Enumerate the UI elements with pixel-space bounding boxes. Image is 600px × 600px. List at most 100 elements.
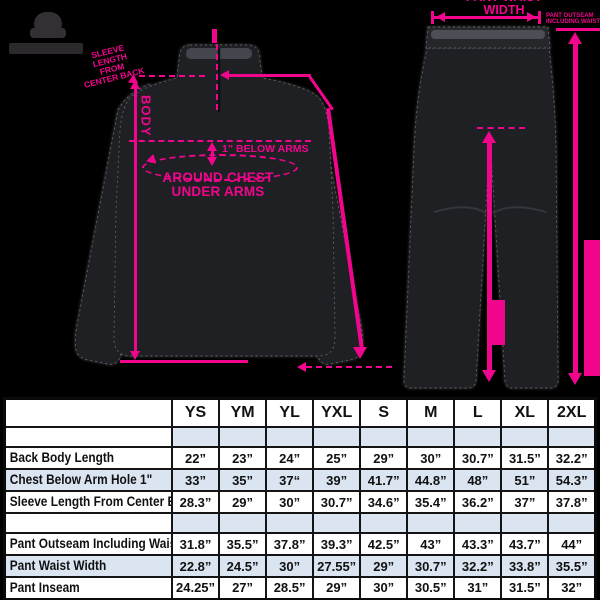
size-column-header: L — [453, 397, 503, 428]
hem-reference-line — [120, 360, 248, 363]
row-label-cell: Pant Waist Width — [3, 554, 173, 578]
size-value-cell: 27” — [218, 576, 268, 600]
size-value-cell: 31.5” — [500, 446, 550, 470]
inseam-bottom-arrowhead — [482, 370, 496, 382]
chest-dashed-line — [129, 140, 311, 142]
measurement-row: Chest Below Arm Hole 1" 33” 35” 37“ 39” 41.7”… — [3, 468, 597, 492]
measurement-row: Pant Outseam Including Waist 31.8” 35.5” 37… — [3, 532, 597, 556]
size-value-cell — [547, 512, 597, 534]
row-label-cell — [3, 426, 173, 448]
cuff-arrowhead — [297, 362, 306, 372]
size-value-cell: 29” — [218, 490, 268, 514]
size-value-cell: 39” — [312, 468, 362, 492]
size-value-cell — [170, 512, 221, 534]
around-chest-ellipse — [142, 154, 298, 181]
size-value-cell: 35.5” — [547, 554, 597, 578]
size-column-header: YL — [265, 397, 315, 428]
measurement-row: Pant Inseam 24.25” 27” 28.5” 29” 30” 30.5” 31” 3… — [3, 576, 597, 600]
size-value-cell: 43.3” — [453, 532, 503, 556]
size-table-container: YS YM YL YXL S M L XL 2XL Back Body Leng… — [3, 397, 597, 600]
size-value-cell: 37” — [500, 490, 550, 514]
inseam-line — [487, 141, 492, 371]
size-column-header: YXL — [312, 397, 362, 428]
size-column-header: YM — [218, 397, 268, 428]
brand-wordmark — [9, 43, 83, 54]
below-arms-label: 1” BELOW ARMS — [222, 143, 309, 155]
header-empty-cell — [3, 397, 173, 428]
size-value-cell: 31” — [453, 576, 503, 600]
size-value-cell: 54.3” — [547, 468, 597, 492]
sleeve-length-arrowhead — [353, 347, 367, 359]
outseam-top-label: PANT OUTSEAM INCLUDING WAIST — [546, 13, 600, 26]
center-back-arrowhead — [220, 70, 229, 80]
size-value-cell: 42.5” — [359, 532, 409, 556]
size-value-cell: 25” — [312, 446, 362, 470]
size-value-cell: 36.2” — [453, 490, 503, 514]
outseam-label-strip — [584, 240, 600, 376]
around-chest-label: AROUND CHEST UNDER ARMS — [162, 170, 274, 200]
size-column-header: M — [406, 397, 456, 428]
size-value-cell — [453, 426, 503, 448]
size-value-cell — [312, 426, 362, 448]
size-value-cell: 30.7” — [312, 490, 362, 514]
size-value-cell: 24.5” — [218, 554, 268, 578]
size-value-cell — [359, 426, 409, 448]
jacket-body — [113, 44, 336, 357]
garment-illustrations — [74, 26, 559, 389]
shoulder-dashed-line — [139, 75, 205, 77]
outseam-top-line — [556, 28, 600, 31]
size-value-cell: 30.7” — [406, 554, 456, 578]
row-label-cell: Pant Inseam — [3, 576, 173, 600]
inseam-top-arrowhead — [482, 131, 496, 143]
center-back-dashed-line — [216, 44, 218, 110]
row-label-cell: Back Body Length — [3, 446, 173, 470]
row-label-cell: Chest Below Arm Hole 1" — [3, 468, 173, 492]
size-value-cell — [265, 426, 315, 448]
size-value-cell: 31.8” — [170, 532, 221, 556]
size-value-cell — [406, 512, 456, 534]
waist-dim-left-arrowhead — [436, 12, 445, 22]
size-value-cell: 33.8” — [500, 554, 550, 578]
size-value-cell: 34.6” — [359, 490, 409, 514]
size-value-cell: 24.25” — [170, 576, 221, 600]
size-value-cell — [359, 512, 409, 534]
pants-knee-seams — [433, 206, 547, 214]
size-value-cell: 35.4” — [406, 490, 456, 514]
size-column-header: YS — [170, 397, 221, 428]
size-value-cell: 29” — [359, 554, 409, 578]
size-value-cell: 32.2” — [547, 446, 597, 470]
size-value-cell: 37.8” — [547, 490, 597, 514]
row-label-cell: Sleeve Length From Center Back — [3, 490, 173, 514]
size-value-cell: 23” — [218, 446, 268, 470]
row-label-cell — [3, 512, 173, 534]
size-value-cell — [170, 426, 221, 448]
size-value-cell — [312, 512, 362, 534]
size-value-cell: 44.8” — [406, 468, 456, 492]
size-value-cell: 48” — [453, 468, 503, 492]
size-value-cell — [406, 426, 456, 448]
inseam-label-strip — [492, 300, 505, 345]
size-value-cell: 30” — [265, 490, 315, 514]
body-length-top-arrowhead — [130, 80, 140, 89]
size-column-header: XL — [500, 397, 550, 428]
size-value-cell: 37“ — [265, 468, 315, 492]
size-value-cell: 32.2” — [453, 554, 503, 578]
waist-dim-left-tick — [431, 11, 434, 24]
size-value-cell: 30” — [359, 576, 409, 600]
waist-dim-right-tick — [538, 11, 541, 24]
waist-dim-line — [434, 16, 538, 19]
crotch-dashed-line — [477, 127, 525, 129]
size-value-cell: 30.5” — [406, 576, 456, 600]
size-value-cell: 39.3” — [312, 532, 362, 556]
size-value-cell: 37.8” — [265, 532, 315, 556]
pants-body — [403, 47, 559, 389]
size-value-cell: 30” — [406, 446, 456, 470]
size-column-header: 2XL — [547, 397, 597, 428]
outseam-top-arrowhead — [568, 32, 582, 44]
size-value-cell: 51” — [500, 468, 550, 492]
pant-waist-width-label: PANT WAIST WIDTH — [466, 0, 542, 18]
size-value-cell — [218, 512, 268, 534]
size-value-cell: 35.5” — [218, 532, 268, 556]
collar-top-tick — [212, 29, 217, 43]
